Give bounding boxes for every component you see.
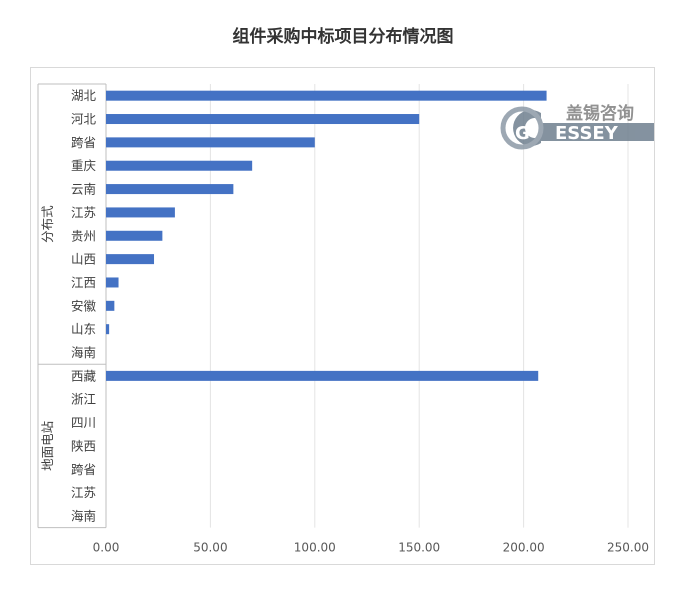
category-label: 陕西	[71, 438, 96, 453]
bar	[106, 277, 119, 288]
group-label: 分布式	[40, 205, 55, 243]
category-label: 跨省	[71, 462, 96, 477]
bar	[106, 90, 547, 101]
logo-chinese-text: 盖锡咨询	[566, 103, 634, 124]
category-label: 西藏	[71, 368, 97, 383]
category-label: 江苏	[71, 205, 96, 220]
x-tick-label: 0.00	[93, 541, 120, 555]
category-label: 浙江	[71, 392, 96, 407]
category-label: 湖北	[71, 88, 97, 103]
category-label: 海南	[71, 508, 96, 523]
category-label: 安徽	[71, 298, 97, 313]
bar	[106, 254, 155, 265]
category-label: 山西	[71, 252, 96, 267]
category-label: 山东	[71, 322, 96, 337]
logo-english-text: ESSEY	[555, 123, 619, 144]
x-tick-label: 200.00	[503, 541, 545, 555]
category-label: 跨省	[71, 135, 96, 150]
category-label: 贵州	[71, 228, 96, 243]
x-tick-label: 250.00	[607, 541, 649, 555]
x-tick-label: 150.00	[398, 541, 440, 555]
x-tick-label: 50.00	[193, 541, 227, 555]
logo-band	[541, 123, 654, 141]
category-label: 海南	[71, 345, 96, 360]
category-label: 江西	[71, 275, 96, 290]
category-label: 云南	[71, 182, 96, 197]
bar	[106, 137, 315, 148]
bar	[106, 370, 539, 381]
bar	[106, 184, 234, 195]
bar	[106, 300, 115, 311]
chart-title: 组件采购中标项目分布情况图	[232, 27, 454, 47]
bar	[106, 160, 253, 171]
chart-frame	[30, 67, 655, 565]
category-label: 江苏	[71, 485, 96, 500]
logo-ring	[500, 106, 544, 150]
x-tick-label: 100.00	[294, 541, 336, 555]
bar	[106, 230, 163, 241]
category-label: 四川	[71, 415, 96, 430]
logo-g-shape	[513, 110, 541, 147]
category-label: 河北	[71, 112, 97, 127]
logo-initial: G	[515, 123, 530, 144]
bar	[106, 324, 110, 335]
bar	[106, 207, 175, 218]
group-label: 地面电站	[40, 421, 55, 471]
bar	[106, 114, 420, 125]
category-label: 重庆	[71, 158, 97, 173]
